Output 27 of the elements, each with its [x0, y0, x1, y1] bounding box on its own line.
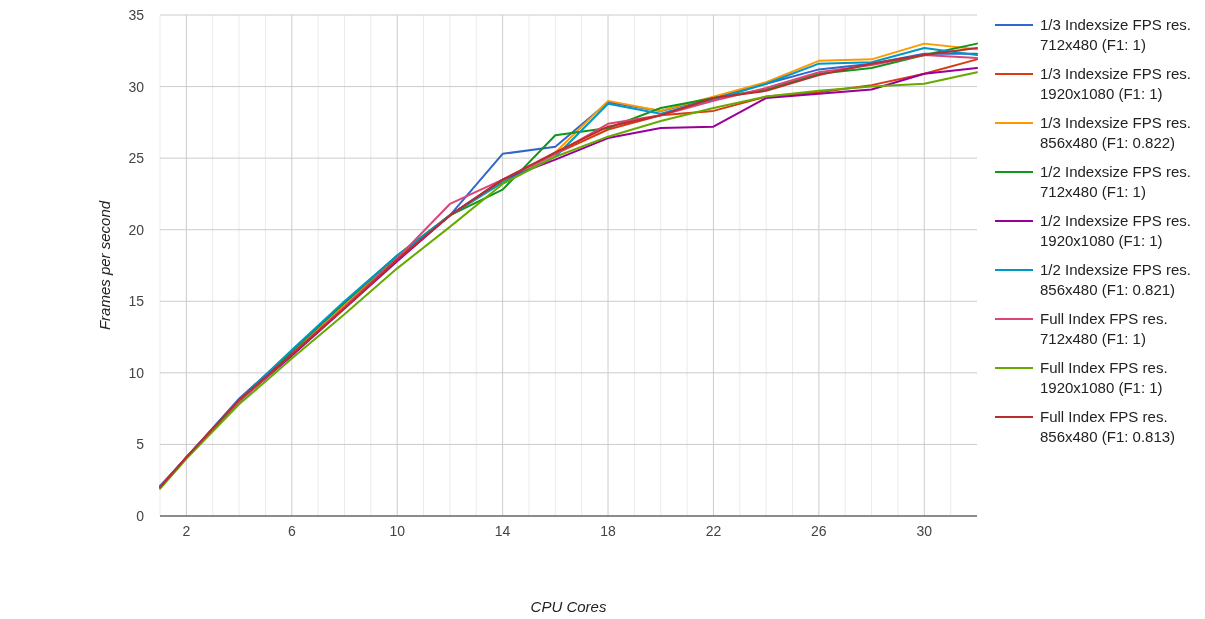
x-tick-label: 2 [182, 523, 191, 539]
legend-label: Full Index FPS res. 712x480 (F1: 1) [1040, 310, 1168, 347]
x-tick-label: 6 [287, 523, 296, 539]
legend-label: 1/2 Indexsize FPS res. 712x480 (F1: 1) [1040, 163, 1191, 200]
y-tick-label: 5 [136, 436, 145, 453]
legend-label: 1/2 Indexsize FPS res. 1920x1080 (F1: 1) [1040, 212, 1191, 249]
x-tick-label: 18 [600, 523, 617, 539]
legend-label: Full Index FPS res. 1920x1080 (F1: 1) [1040, 359, 1168, 396]
legend-label: 1/3 Indexsize FPS res. 1920x1080 (F1: 1) [1040, 65, 1191, 102]
y-tick-label: 15 [128, 293, 145, 310]
y-tick-label: 10 [128, 364, 145, 381]
x-tick-label: 30 [916, 523, 933, 539]
y-tick-label: 35 [128, 7, 145, 23]
legend-label: 1/2 Indexsize FPS res. 856x480 (F1: 0.821) [1040, 261, 1191, 298]
x-tick-label: 10 [389, 523, 406, 539]
x-axis-title: CPU Cores [530, 598, 607, 615]
y-tick-label: 0 [136, 508, 145, 524]
y-axis-title: Frames per second [96, 200, 113, 331]
legend-label: 1/3 Indexsize FPS res. 712x480 (F1: 1) [1040, 16, 1191, 53]
legend-label: Full Index FPS res. 856x480 (F1: 0.813) [1040, 408, 1176, 445]
legend-label: 1/3 Indexsize FPS res. 856x480 (F1: 0.822) [1040, 114, 1191, 151]
x-tick-label: 22 [705, 523, 722, 539]
y-tick-label: 20 [128, 221, 145, 238]
y-tick-label: 30 [128, 78, 145, 95]
x-tick-label: 14 [494, 523, 511, 539]
x-tick-label: 26 [811, 523, 827, 539]
y-tick-label: 25 [128, 150, 145, 167]
